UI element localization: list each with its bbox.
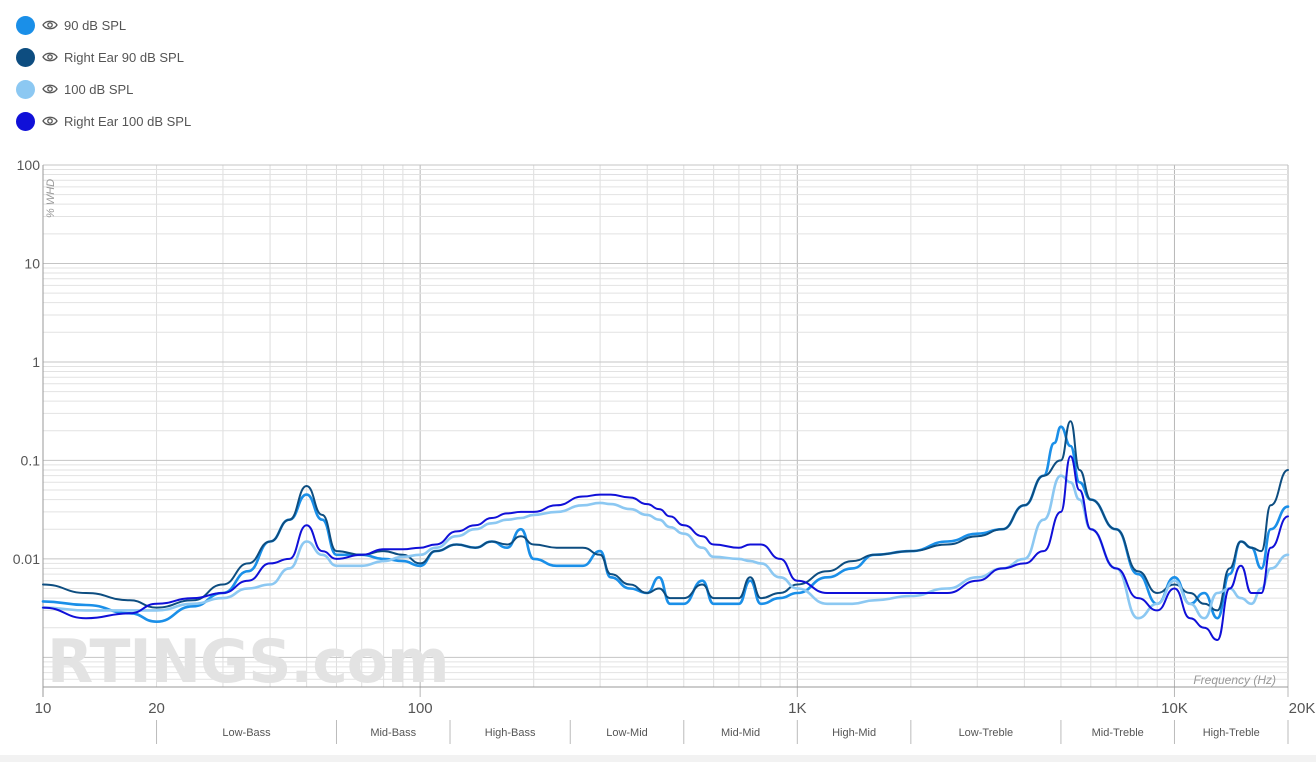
legend-swatch: [16, 47, 35, 67]
x-tick-label: 100: [408, 700, 433, 717]
band-label: Low-Treble: [959, 727, 1014, 739]
band-label: Low-Bass: [222, 727, 271, 739]
legend-swatch: [16, 79, 35, 99]
grid: [42, 164, 1289, 697]
legend-item-90db[interactable]: 90 dB SPL: [16, 9, 191, 41]
legend-label: Right Ear 90 dB SPL: [64, 49, 184, 65]
band-label: Mid-Treble: [1092, 727, 1144, 739]
band-label: High-Treble: [1203, 727, 1260, 739]
legend-swatch: [16, 15, 35, 35]
series: [41, 420, 1290, 641]
legend-item-100db[interactable]: 100 dB SPL: [16, 73, 191, 105]
band-label: Low-Mid: [606, 727, 648, 739]
rtings-watermark: RTINGS.com: [47, 627, 449, 697]
eye-icon[interactable]: [42, 51, 58, 63]
band-label: High-Bass: [485, 727, 536, 739]
legend-swatch: [16, 111, 35, 131]
axes: 100 10 1 0.1 0.01 10 20 100 1K 10K 20K: [13, 157, 1316, 717]
bottom-bar: [0, 755, 1316, 762]
legend-label: Right Ear 100 dB SPL: [64, 113, 192, 129]
x-tick-label: 1K: [788, 700, 806, 717]
y-tick-label: 10: [24, 255, 40, 271]
frequency-bands: Low-Bass Mid-Bass High-Bass Low-Mid Mid-Mid H…: [156, 720, 1289, 744]
x-tick-label: 20: [148, 700, 165, 717]
y-tick-label: 1: [32, 354, 40, 370]
series-line: [42, 455, 1289, 641]
x-tick-label: 20K: [1289, 700, 1316, 717]
y-tick-label: 100: [17, 157, 41, 173]
x-tick-label: 10K: [1161, 700, 1188, 717]
legend-label: 90 dB SPL: [64, 17, 127, 33]
legend: 90 dB SPL Right Ear 90 dB SPL 100 dB SPL…: [16, 9, 191, 137]
legend-item-right-ear-90db[interactable]: Right Ear 90 dB SPL: [16, 41, 191, 73]
eye-icon[interactable]: [42, 115, 58, 127]
band-label: High-Mid: [832, 727, 876, 739]
eye-icon[interactable]: [42, 19, 58, 31]
legend-label: 100 dB SPL: [64, 81, 134, 97]
eye-icon[interactable]: [42, 83, 58, 95]
y-tick-label: 0.1: [21, 452, 41, 468]
series-line: [41, 474, 1290, 620]
y-axis-label: % WHD: [45, 179, 57, 218]
x-tick-label: 10: [35, 700, 52, 717]
band-label: Mid-Bass: [370, 727, 416, 739]
y-tick-label: 0.01: [13, 551, 40, 567]
x-axis-label: Frequency (Hz): [1193, 673, 1276, 687]
legend-item-right-ear-100db[interactable]: Right Ear 100 dB SPL: [16, 105, 191, 137]
band-label: Mid-Mid: [721, 727, 760, 739]
series-line: [42, 420, 1289, 612]
